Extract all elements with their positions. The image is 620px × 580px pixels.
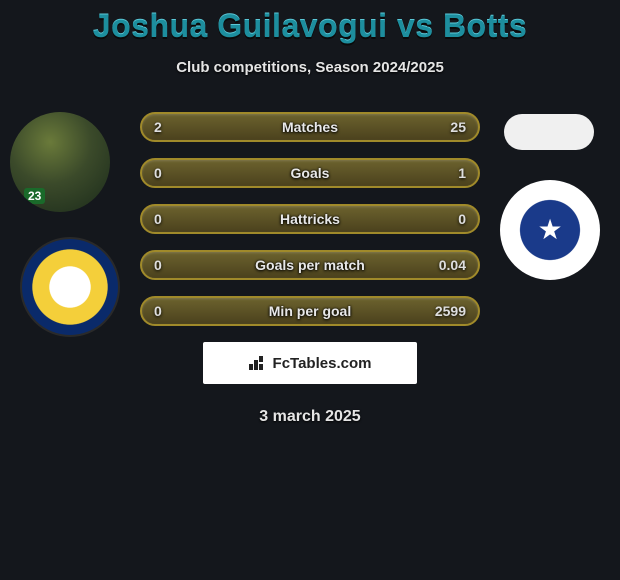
page-title: Joshua Guilavogui vs Botts: [0, 0, 620, 45]
stat-left-value: 0: [154, 211, 162, 227]
stat-row-goals: 0 Goals 1: [140, 158, 480, 188]
stat-row-hattricks: 0 Hattricks 0: [140, 204, 480, 234]
stat-right-value: 0: [458, 211, 466, 227]
stat-right-value: 0.04: [439, 257, 466, 273]
stat-bars: 2 Matches 25 0 Goals 1 0 Hattricks 0 0 G…: [140, 112, 480, 326]
stat-left-value: 2: [154, 119, 162, 135]
stat-row-goals-per-match: 0 Goals per match 0.04: [140, 250, 480, 280]
subtitle: Club competitions, Season 2024/2025: [0, 59, 620, 76]
stat-left-value: 0: [154, 257, 162, 273]
chart-icon: [249, 356, 267, 370]
watermark: FcTables.com: [203, 342, 417, 384]
player1-club-badge: [20, 237, 120, 337]
stat-label: Min per goal: [269, 303, 351, 319]
player1-photo: 23: [10, 112, 110, 212]
date-label: 3 march 2025: [0, 408, 620, 426]
stat-right-value: 2599: [435, 303, 466, 319]
jersey-number: 23: [24, 188, 45, 204]
stat-right-value: 1: [458, 165, 466, 181]
player2-club-badge: [500, 180, 600, 280]
stat-label: Goals per match: [255, 257, 365, 273]
stat-row-matches: 2 Matches 25: [140, 112, 480, 142]
stat-row-min-per-goal: 0 Min per goal 2599: [140, 296, 480, 326]
stat-left-value: 0: [154, 303, 162, 319]
comparison-panel: 23 2 Matches 25 0 Goals 1 0 Hattricks 0 …: [0, 112, 620, 426]
player2-photo: [504, 114, 594, 150]
stat-label: Goals: [291, 165, 330, 181]
watermark-text: FcTables.com: [273, 355, 372, 372]
stat-label: Matches: [282, 119, 338, 135]
stat-left-value: 0: [154, 165, 162, 181]
stat-label: Hattricks: [280, 211, 340, 227]
stat-right-value: 25: [450, 119, 466, 135]
